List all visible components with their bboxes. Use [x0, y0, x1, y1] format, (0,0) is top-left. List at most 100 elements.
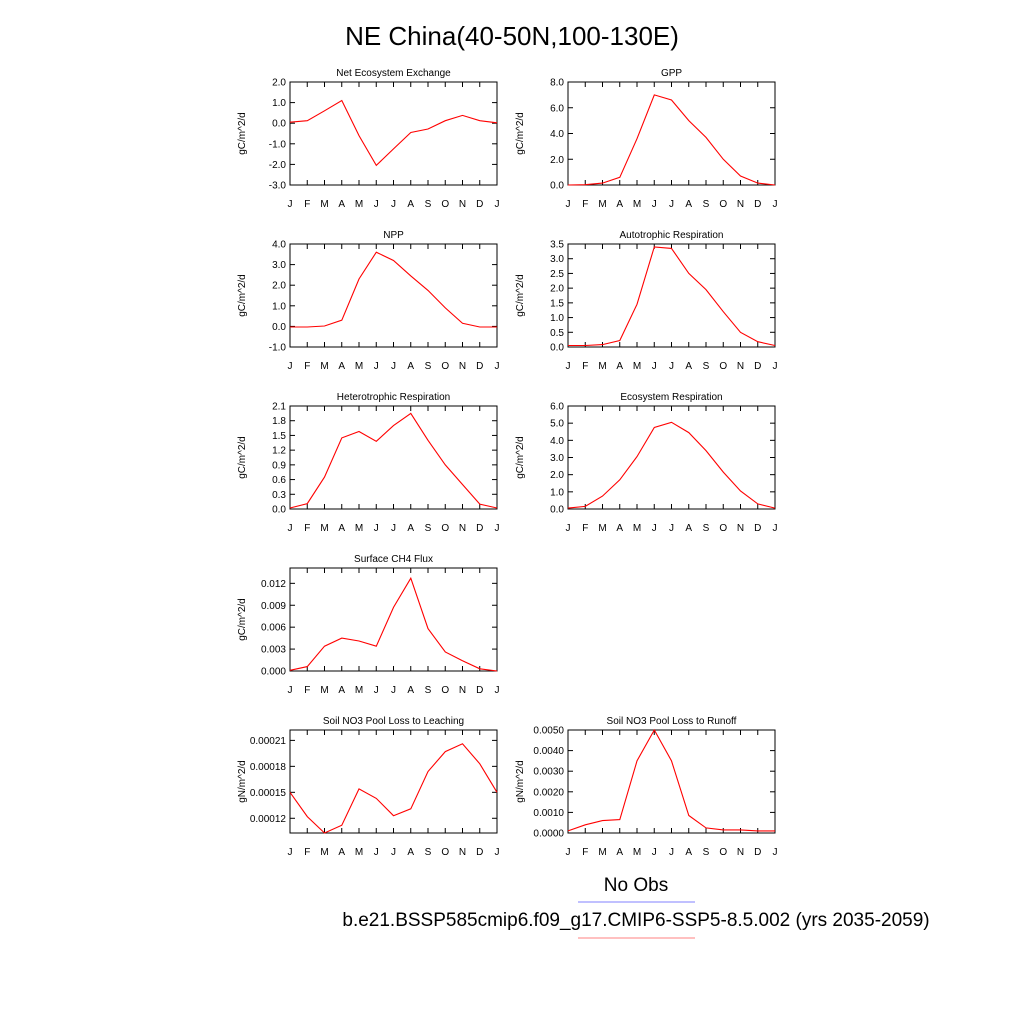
panel-ylabel: gC/m^2/d [515, 274, 526, 317]
x-tick-label: N [459, 847, 466, 858]
panel-4: Autotrophic Respiration gC/m^2/d 3.5 3.0 2.5… [515, 230, 778, 372]
x-tick-label: F [304, 685, 310, 696]
x-tick-label: A [685, 361, 692, 372]
series-line [289, 99, 498, 167]
x-tick-label: J [391, 361, 396, 372]
panel-9: Soil NO3 Pool Loss to Runoff gN/m^2/d 0.00… [515, 716, 778, 858]
x-tick-label: M [633, 199, 641, 210]
y-tick-label: 0.003 [261, 645, 286, 656]
x-tick-label: O [719, 847, 727, 858]
x-tick-label: A [338, 361, 345, 372]
x-tick-label: A [407, 361, 414, 372]
x-tick-label: S [425, 847, 432, 858]
x-tick-label: A [407, 847, 414, 858]
x-tick-label: M [598, 361, 606, 372]
x-tick-label: N [737, 199, 744, 210]
x-tick-label: F [304, 847, 310, 858]
x-tick-label: D [476, 361, 483, 372]
y-tick-label: 0.0 [550, 181, 564, 192]
y-tick-label: -1.0 [269, 139, 287, 150]
y-tick-label: 0.00021 [250, 736, 287, 747]
x-tick-label: O [441, 847, 449, 858]
panel-title: Soil NO3 Pool Loss to Leaching [323, 716, 464, 727]
x-tick-label: O [719, 361, 727, 372]
y-tick-label: -1.0 [269, 343, 287, 354]
y-tick-label: 0.00015 [250, 788, 287, 799]
panel-ylabel: gN/m^2/d [237, 760, 248, 803]
x-tick-label: S [425, 523, 432, 534]
x-tick-label: S [703, 361, 710, 372]
x-tick-label: J [288, 199, 293, 210]
x-tick-label: A [338, 523, 345, 534]
panel-title: GPP [661, 68, 682, 79]
y-tick-label: 1.5 [550, 298, 564, 309]
x-tick-label: A [685, 199, 692, 210]
y-tick-label: 6.0 [550, 103, 564, 114]
x-tick-label: J [495, 523, 500, 534]
y-tick-label: -3.0 [269, 181, 287, 192]
x-tick-label: M [320, 361, 328, 372]
x-tick-label: A [685, 523, 692, 534]
legend-case-label: b.e21.BSSP585cmip6.f09_g17.CMIP6-SSP5-8.… [342, 910, 929, 931]
x-tick-label: J [288, 847, 293, 858]
x-tick-label: A [616, 523, 623, 534]
x-tick-label: J [773, 199, 778, 210]
panel-frame [289, 81, 498, 186]
x-tick-label: M [355, 361, 363, 372]
x-tick-label: J [566, 847, 571, 858]
x-tick-label: J [773, 361, 778, 372]
panel-ylabel: gN/m^2/d [515, 760, 526, 803]
y-tick-label: 0.000 [261, 667, 286, 678]
x-tick-label: S [425, 199, 432, 210]
y-tick-label: 2.1 [272, 402, 286, 413]
x-tick-label: M [355, 199, 363, 210]
x-tick-label: F [304, 361, 310, 372]
x-tick-label: J [288, 361, 293, 372]
x-tick-label: M [598, 199, 606, 210]
y-tick-label: 8.0 [550, 78, 564, 89]
x-tick-label: A [616, 199, 623, 210]
x-tick-label: D [754, 847, 761, 858]
x-tick-label: F [582, 361, 588, 372]
panel-ylabel: gC/m^2/d [515, 436, 526, 479]
y-tick-label: 0.0020 [533, 787, 564, 798]
panel-frame [567, 81, 776, 186]
x-tick-label: A [338, 847, 345, 858]
x-tick-label: S [425, 361, 432, 372]
y-tick-label: 0.3 [272, 490, 286, 501]
x-tick-label: S [703, 523, 710, 534]
panel-6: Ecosystem Respiration gC/m^2/d 6.0 5.0 4.0 3.… [515, 392, 778, 534]
y-tick-label: 6.0 [550, 402, 564, 413]
x-tick-label: M [320, 847, 328, 858]
y-tick-label: -2.0 [269, 160, 287, 171]
series-line [567, 728, 775, 832]
x-tick-label: J [566, 361, 571, 372]
y-tick-label: 3.0 [550, 254, 564, 265]
x-tick-label: J [669, 523, 674, 534]
x-tick-label: D [754, 523, 761, 534]
x-tick-label: J [652, 199, 657, 210]
x-tick-label: J [495, 685, 500, 696]
panel-ylabel: gC/m^2/d [237, 274, 248, 317]
x-tick-label: M [355, 847, 363, 858]
x-tick-label: J [773, 523, 778, 534]
panel-5: Heterotrophic Respiration gC/m^2/d 2.1 1.8 1… [237, 392, 500, 534]
x-tick-label: J [566, 199, 571, 210]
x-tick-label: J [391, 685, 396, 696]
x-tick-label: J [374, 523, 379, 534]
x-tick-label: N [737, 523, 744, 534]
x-tick-label: J [391, 199, 396, 210]
x-tick-label: S [425, 685, 432, 696]
x-tick-label: D [476, 847, 483, 858]
x-tick-label: A [685, 847, 692, 858]
x-tick-label: M [320, 685, 328, 696]
panel-ylabel: gC/m^2/d [237, 436, 248, 479]
x-tick-label: D [476, 685, 483, 696]
y-tick-label: 1.0 [272, 98, 286, 109]
y-tick-label: 2.0 [272, 78, 286, 89]
y-tick-label: 2.0 [550, 155, 564, 166]
y-tick-label: 0.009 [261, 601, 286, 612]
panel-frame [289, 567, 498, 672]
x-tick-label: M [598, 523, 606, 534]
